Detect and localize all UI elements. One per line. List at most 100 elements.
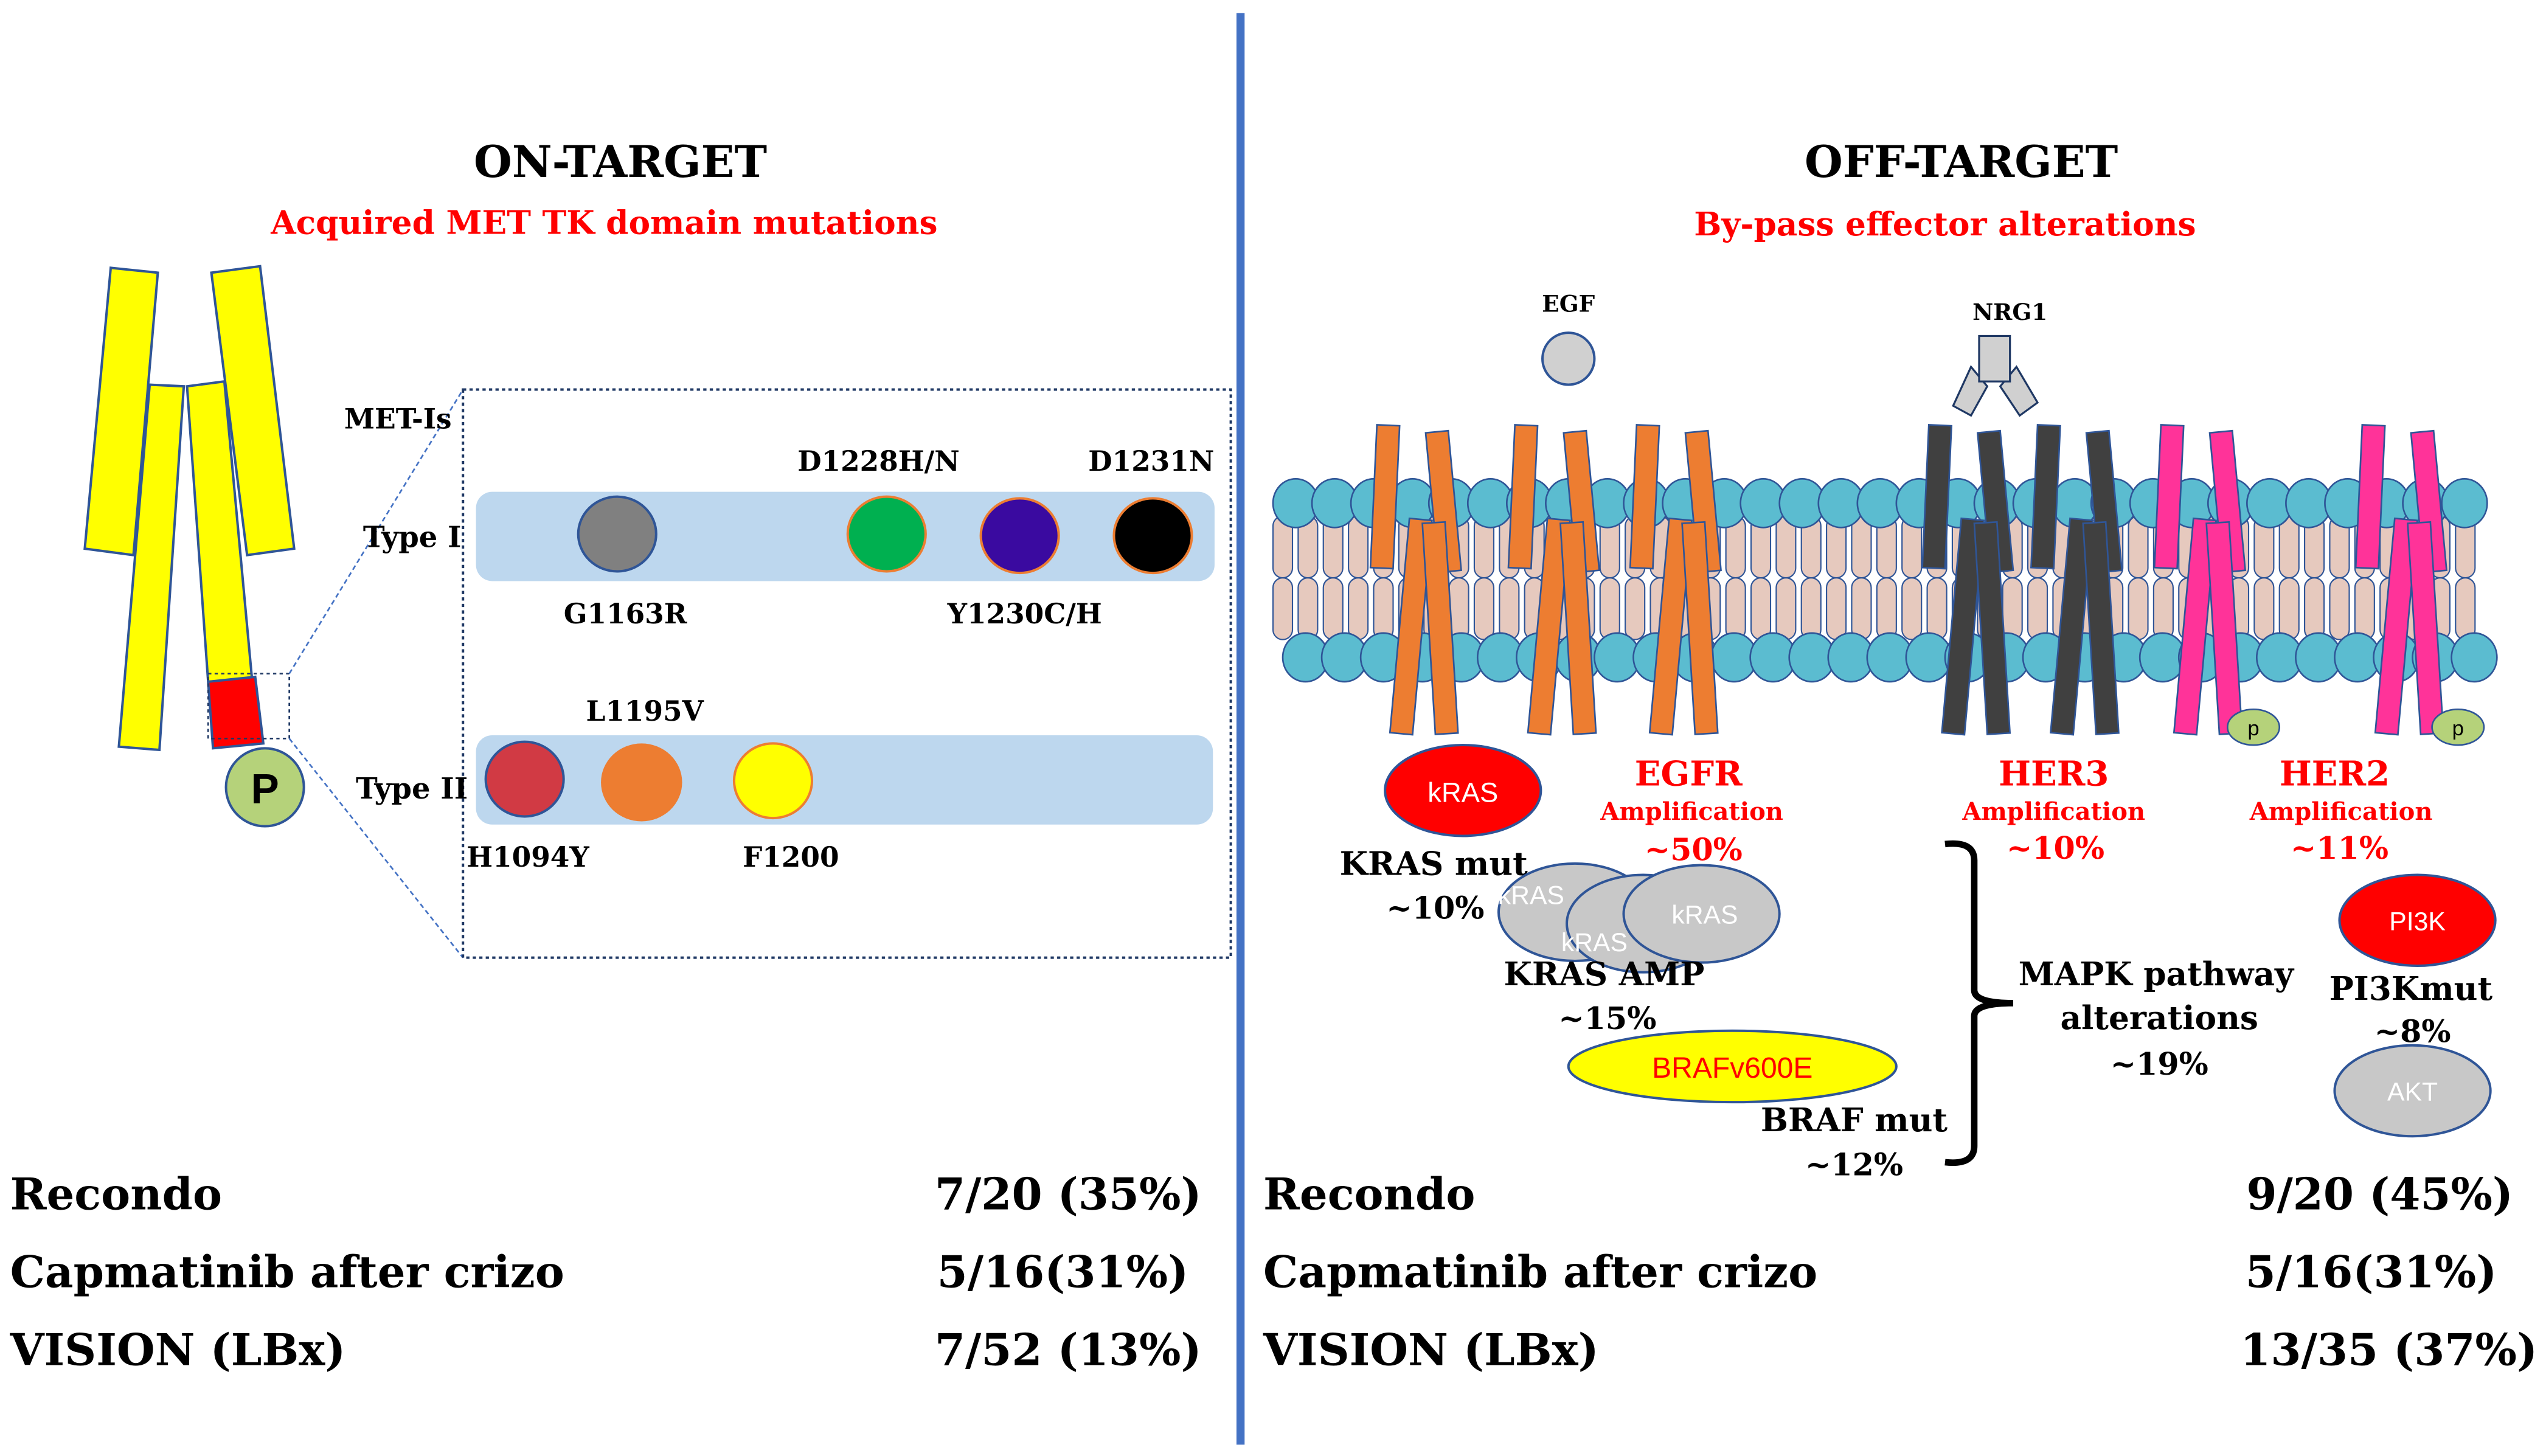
pi3k-mut-label: PI3Kmut bbox=[2329, 969, 2493, 1008]
stat-value: 5/16(31%) bbox=[937, 1246, 1189, 1297]
kras-amp-node bbox=[1622, 864, 1781, 964]
lipid-tail bbox=[2329, 577, 2350, 640]
mutation-d1231n bbox=[1112, 497, 1193, 575]
stat-study: Recondo bbox=[1263, 1168, 1475, 1219]
kras-amp-nodes: kRAS kRAS kRAS bbox=[1497, 862, 1781, 974]
off-target-title: OFF-TARGET bbox=[1805, 136, 2118, 187]
lipid-tail bbox=[1272, 577, 1294, 640]
mapk-line1: MAPK pathway bbox=[2019, 955, 2295, 993]
mutation-label: L1195V bbox=[586, 695, 704, 727]
stat-value: 7/52 (13%) bbox=[935, 1324, 1202, 1376]
stat-value: 13/35 (37%) bbox=[2240, 1324, 2537, 1376]
lipid-tail bbox=[2455, 577, 2476, 640]
egf-ligand bbox=[1541, 331, 1596, 386]
lipid-tail bbox=[2152, 577, 2174, 640]
phospho-label: P bbox=[251, 765, 279, 813]
lipid-tail bbox=[1725, 577, 1746, 640]
cell-membrane bbox=[1272, 477, 2498, 683]
off-target-stats: Recondo 9/20 (45%) Capmatinib after criz… bbox=[1263, 1168, 2537, 1375]
lipid-tail bbox=[1322, 577, 1344, 640]
stat-value: 7/20 (35%) bbox=[935, 1168, 1202, 1219]
kras-amp-pct: ~15% bbox=[1558, 1000, 1656, 1036]
stat-study: VISION (LBx) bbox=[10, 1324, 346, 1376]
nrg1-label: NRG1 bbox=[1972, 299, 2047, 325]
lipid-tail bbox=[1373, 577, 1394, 640]
egfr-receptor bbox=[1507, 424, 1539, 570]
kras-mut-pct: ~10% bbox=[1386, 890, 1484, 926]
lipid-tail bbox=[1297, 577, 1319, 640]
her2-type: Amplification bbox=[2249, 797, 2433, 826]
tk-zoom-box bbox=[207, 673, 290, 740]
lipid-tail bbox=[1499, 577, 1520, 640]
mutation-g1163r bbox=[577, 495, 657, 573]
lipid-tail bbox=[2304, 577, 2325, 640]
on-target-subtitle: Acquired MET TK domain mutations bbox=[270, 203, 937, 241]
met-is-label: MET-Is bbox=[344, 403, 452, 435]
mutation-label: H1094Y bbox=[467, 841, 589, 873]
mutation-l1195v bbox=[601, 743, 682, 822]
on-target-title: ON-TARGET bbox=[474, 136, 767, 187]
akt-node-label: AKT bbox=[2387, 1078, 2438, 1107]
her3-receptor bbox=[2082, 521, 2120, 735]
lipid-tail bbox=[1473, 577, 1495, 640]
lipid-tail bbox=[1876, 577, 1897, 640]
pi3k-mut-pct: ~8% bbox=[2374, 1013, 2451, 1049]
egf-label: EGF bbox=[1542, 290, 1595, 317]
stat-value: 5/16(31%) bbox=[2246, 1246, 2497, 1297]
her3-receptor bbox=[1941, 517, 1985, 736]
lipid-tail bbox=[2278, 577, 2300, 640]
her2-receptor bbox=[2354, 424, 2386, 570]
mapk-pct: ~19% bbox=[2111, 1045, 2208, 1082]
her2-pct: ~11% bbox=[2291, 830, 2388, 866]
lipid-tail bbox=[1901, 577, 1923, 640]
mapk-line2: alterations bbox=[2060, 999, 2258, 1037]
her3-receptor bbox=[1973, 521, 2011, 735]
lipid-tail bbox=[1851, 515, 1872, 579]
type2-band bbox=[476, 735, 1213, 825]
her3-receptor bbox=[2050, 517, 2094, 736]
her2-receptor bbox=[2374, 517, 2418, 736]
mutation-d1228 bbox=[846, 495, 927, 573]
egfr-receptor bbox=[1369, 424, 1401, 570]
egfr-type: Amplification bbox=[1600, 797, 1783, 826]
egfr-receptor bbox=[1421, 521, 1459, 735]
lipid-tail bbox=[1625, 577, 1646, 640]
egfr-receptor bbox=[1389, 517, 1433, 736]
kras-amp-node-label: kRAS bbox=[1561, 928, 1628, 957]
lipid-tail bbox=[2354, 577, 2375, 640]
type2-label: Type II bbox=[356, 772, 468, 806]
lipid-tail bbox=[2128, 577, 2149, 640]
mutation-h1094y bbox=[484, 740, 565, 818]
lipid-tail bbox=[1851, 577, 1872, 640]
her2-label: HER2 bbox=[2280, 754, 2390, 794]
stat-study: Recondo bbox=[10, 1168, 222, 1219]
her2-phospho-label: p bbox=[2452, 717, 2464, 740]
stat-study: Capmatinib after crizo bbox=[10, 1246, 564, 1297]
lipid-tail bbox=[1926, 577, 1948, 640]
type1-label: Type I bbox=[363, 520, 462, 554]
mutation-y1230 bbox=[979, 497, 1060, 575]
egfr-pct: ~50% bbox=[1645, 831, 1743, 868]
lipid-tail bbox=[2278, 515, 2300, 579]
egfr-label: EGFR bbox=[1635, 754, 1743, 794]
egfr-receptor bbox=[1527, 517, 1571, 736]
egfr-receptor bbox=[1648, 517, 1693, 736]
lipid-tail bbox=[1750, 577, 1772, 640]
braf-node bbox=[1567, 1029, 1898, 1104]
zoom-line bbox=[288, 389, 464, 674]
mutation-label: F1200 bbox=[743, 841, 839, 873]
her2-receptor bbox=[2153, 424, 2185, 570]
egfr-receptor bbox=[1629, 424, 1660, 570]
nrg1-ligand bbox=[1952, 335, 2039, 417]
braf-node-label: BRAFv600E bbox=[1652, 1052, 1812, 1084]
braf-mut-pct: ~12% bbox=[1805, 1146, 1903, 1182]
stat-study: Capmatinib after crizo bbox=[1263, 1246, 1817, 1297]
her2-phospho bbox=[2226, 708, 2281, 746]
lipid-head bbox=[2451, 632, 2498, 683]
zoom-line bbox=[288, 738, 464, 959]
lipid-tail bbox=[1775, 577, 1797, 640]
mutation-f1200 bbox=[732, 742, 814, 820]
mutation-label: D1231N bbox=[1088, 445, 1214, 477]
egfr-receptor bbox=[1559, 521, 1597, 735]
